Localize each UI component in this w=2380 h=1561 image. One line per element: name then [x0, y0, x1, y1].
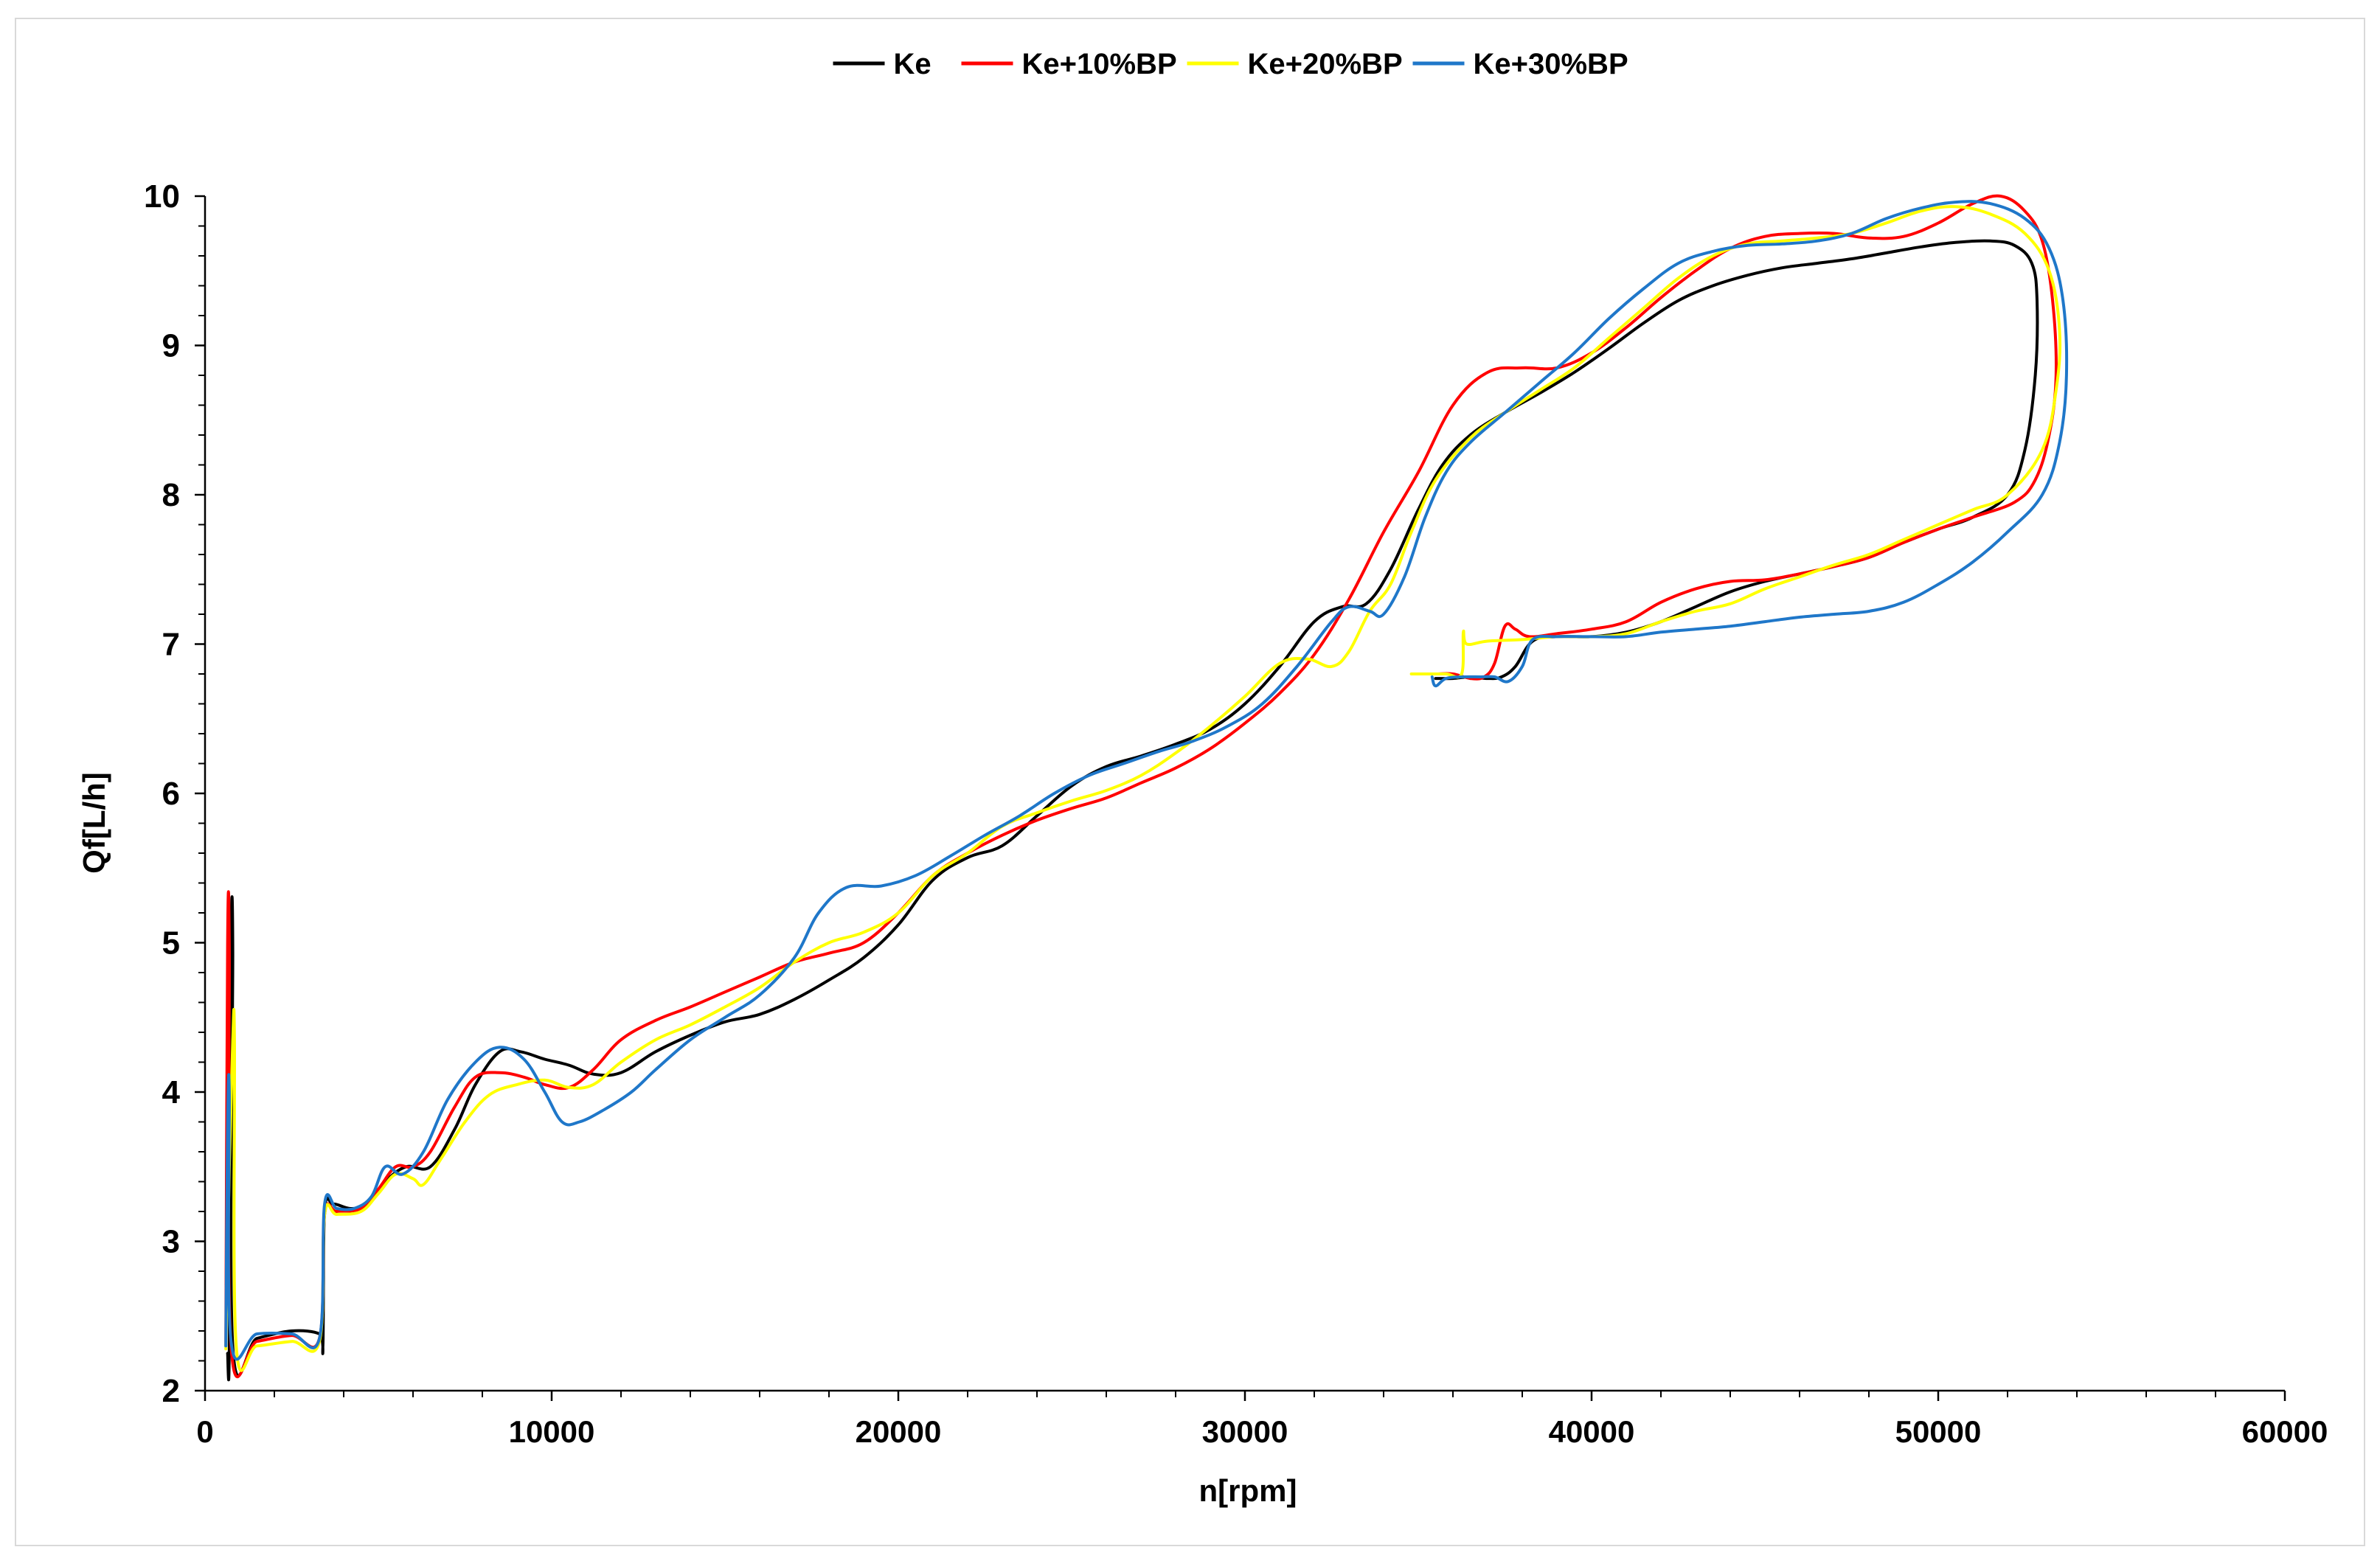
series-line-1 [224, 194, 2058, 1379]
series-line-2 [224, 205, 2062, 1372]
legend-item: Ke+30%BP [1412, 48, 1628, 80]
axes: 2 3 4 5 6 7 8 9 10 0 10000 20000 30000 40000 50000 6000… [144, 178, 2328, 1449]
plot-lines [224, 194, 2069, 1382]
line-chart: Ke Ke+10%BP Ke+20%BP Ke+30%BP 2 3 4 5 6 7 8 9 10 0 10… [77, 48, 2328, 1508]
y-tick-label: 7 [162, 627, 180, 663]
y-tick-label: 10 [144, 178, 180, 215]
x-tick-label: 50000 [1895, 1414, 1982, 1449]
legend-item: Ke+20%BP [1187, 48, 1403, 80]
legend: Ke Ke+10%BP Ke+20%BP Ke+30%BP [833, 48, 1628, 80]
y-tick-label: 4 [162, 1074, 181, 1110]
y-tick-label: 5 [162, 925, 180, 962]
y-tick-label: 2 [162, 1373, 180, 1409]
legend-item: Ke+10%BP [961, 48, 1177, 80]
x-tick-label: 40000 [1549, 1414, 1635, 1449]
legend-label: Ke+20%BP [1248, 48, 1403, 80]
legend-label: Ke+30%BP [1474, 48, 1628, 80]
legend-label: Ke [894, 48, 931, 80]
y-tick-label: 9 [162, 328, 180, 364]
y-axis-title: Qf[L/h] [77, 772, 111, 874]
x-tick-label: 10000 [509, 1414, 595, 1449]
series-line-0 [226, 239, 2039, 1382]
y-tick-label: 3 [162, 1224, 180, 1260]
x-tick-label: 20000 [856, 1414, 942, 1449]
x-tick-label: 0 [196, 1414, 213, 1449]
chart-frame: Ke Ke+10%BP Ke+20%BP Ke+30%BP 2 3 4 5 6 7 8 9 10 0 10… [15, 18, 2365, 1546]
x-tick-label: 30000 [1202, 1414, 1288, 1449]
legend-item: Ke [833, 48, 931, 80]
legend-label: Ke+10%BP [1022, 48, 1177, 80]
y-tick-label: 6 [162, 776, 180, 812]
y-tick-label: 8 [162, 477, 180, 513]
x-tick-label: 60000 [2242, 1414, 2328, 1449]
x-axis-title: n[rpm] [1199, 1473, 1297, 1508]
series-line-3 [224, 200, 2069, 1361]
